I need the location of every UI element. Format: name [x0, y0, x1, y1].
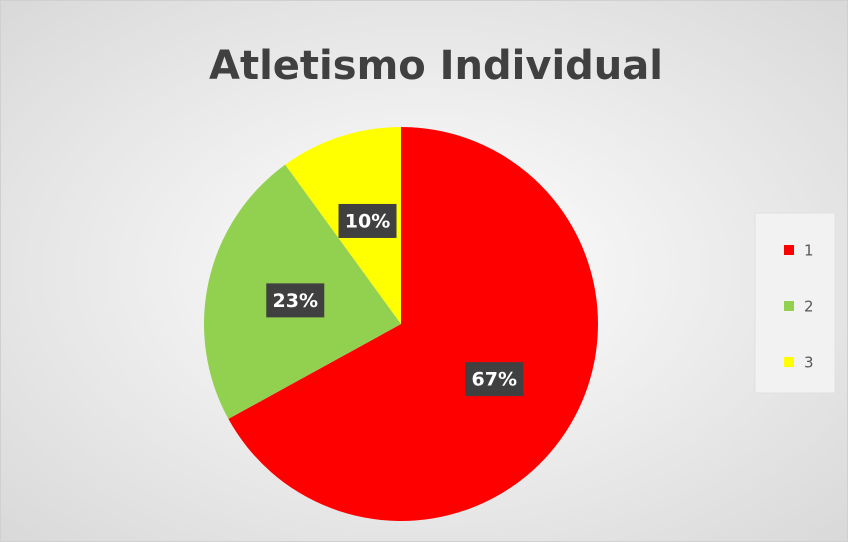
legend-label: 1 [804, 242, 814, 260]
data-label: 23% [273, 290, 318, 312]
legend [754, 212, 836, 394]
data-label-box [465, 362, 524, 397]
data-label: 10% [345, 210, 390, 232]
legend-label: 3 [804, 354, 814, 372]
legend-swatch [784, 357, 794, 367]
legend-swatch [784, 301, 794, 311]
chart-title: Atletismo Individual [209, 43, 663, 89]
data-label-box [338, 203, 397, 238]
data-label: 67% [472, 369, 517, 391]
pie-slice [228, 127, 598, 521]
legend-label: 2 [804, 298, 814, 316]
data-label-box [266, 283, 325, 318]
legend-swatch [784, 245, 794, 255]
